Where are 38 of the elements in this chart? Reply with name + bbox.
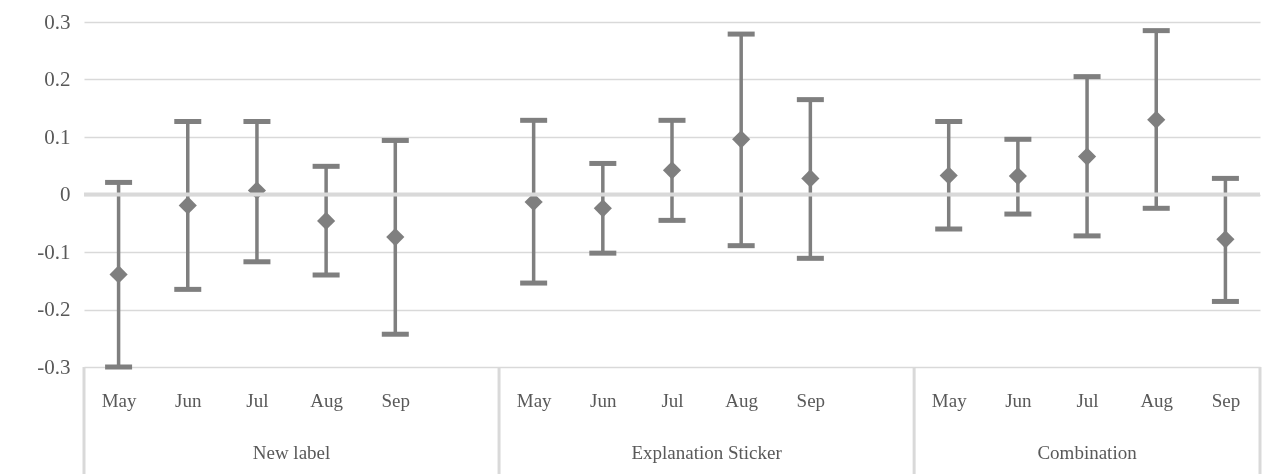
x-tick-label: Jul [246, 389, 269, 411]
point [1147, 110, 1166, 129]
text: New label [252, 442, 331, 463]
y-tick-label: 0 [60, 182, 71, 206]
point [109, 265, 128, 284]
point [732, 130, 751, 149]
point [1077, 147, 1097, 166]
x-tick-label: Sep [796, 389, 826, 411]
x-tick-label: May [101, 389, 137, 411]
x-tick-label: Aug [1140, 389, 1174, 411]
y-tick-label: -0.3 [37, 354, 71, 379]
x-tick-label: Sep [381, 389, 411, 411]
text: Explanation Sticker [631, 442, 783, 463]
x-tick-label: May [931, 389, 968, 411]
x-tick-label: May [516, 389, 553, 411]
x-tick-label: Jun [175, 389, 202, 411]
point [386, 227, 405, 247]
y-tick-label: 0.1 [44, 124, 71, 149]
point [801, 169, 820, 188]
y-tick-label: -0.2 [37, 297, 71, 321]
x-tick-label: Sep [1211, 389, 1241, 411]
x-tick-label: Jun [1005, 389, 1033, 411]
point [939, 166, 958, 185]
x-tick-label: Aug [725, 389, 759, 411]
y-tick-label: 0.3 [44, 9, 71, 34]
y-tick-label: -0.1 [37, 239, 71, 264]
text: Combination [1037, 442, 1138, 463]
point [317, 211, 336, 231]
point [662, 161, 682, 180]
x-tick-label: Jul [661, 389, 684, 411]
x-tick-label: Jul [1076, 389, 1099, 411]
point [178, 196, 197, 215]
point [1008, 167, 1027, 186]
point [1216, 230, 1235, 249]
x-tick-label: Jun [590, 389, 618, 411]
y-tick-label: 0.2 [44, 67, 71, 91]
x-tick-label: Aug [310, 389, 344, 411]
point [593, 199, 612, 218]
